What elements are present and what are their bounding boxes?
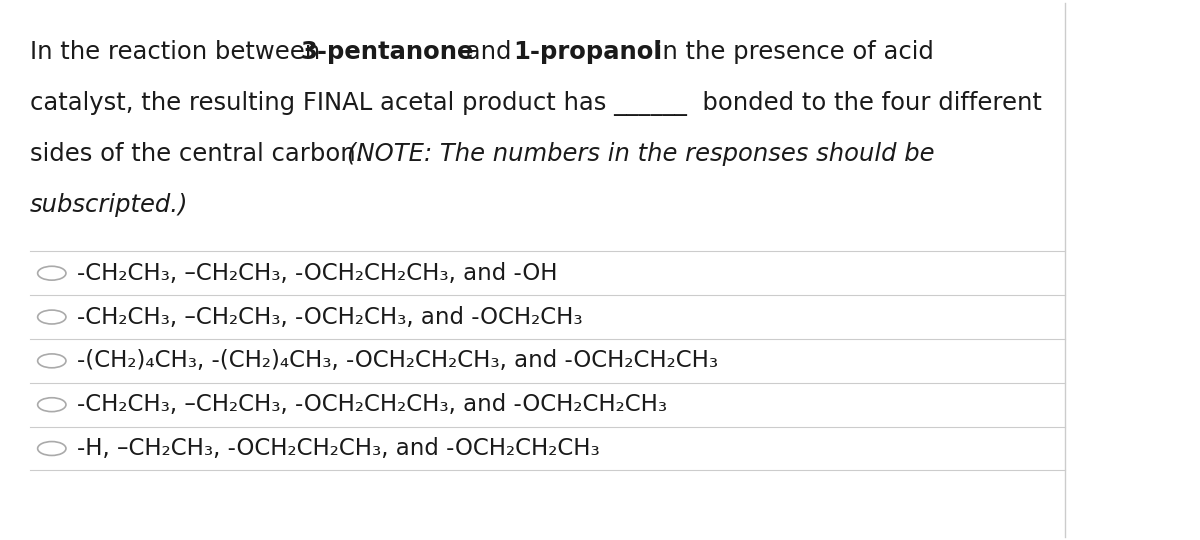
Text: -H, –CH₂CH₃, -OCH₂CH₂CH₃, and -OCH₂CH₂CH₃: -H, –CH₂CH₃, -OCH₂CH₂CH₃, and -OCH₂CH₂CH… (77, 437, 600, 460)
Text: -CH₂CH₃, –CH₂CH₃, -OCH₂CH₂CH₃, and -OCH₂CH₂CH₃: -CH₂CH₃, –CH₂CH₃, -OCH₂CH₂CH₃, and -OCH₂… (77, 393, 667, 416)
Text: 3-pentanone: 3-pentanone (300, 40, 474, 64)
Text: -CH₂CH₃, –CH₂CH₃, -OCH₂CH₃, and -OCH₂CH₃: -CH₂CH₃, –CH₂CH₃, -OCH₂CH₃, and -OCH₂CH₃ (77, 306, 582, 328)
Text: In the reaction between: In the reaction between (30, 40, 328, 64)
Text: -(CH₂)₄CH₃, -(CH₂)₄CH₃, -OCH₂CH₂CH₃, and -OCH₂CH₂CH₃: -(CH₂)₄CH₃, -(CH₂)₄CH₃, -OCH₂CH₂CH₃, and… (77, 349, 718, 373)
Text: -CH₂CH₃, –CH₂CH₃, -OCH₂CH₂CH₃, and -OH: -CH₂CH₃, –CH₂CH₃, -OCH₂CH₂CH₃, and -OH (77, 262, 557, 285)
Text: and: and (457, 40, 520, 64)
Text: catalyst, the resulting FINAL acetal product has ______  bonded to the four diff: catalyst, the resulting FINAL acetal pro… (30, 91, 1042, 116)
Text: subscripted.): subscripted.) (30, 192, 188, 217)
Text: sides of the central carbon.: sides of the central carbon. (30, 141, 379, 166)
Text: (NOTE: The numbers in the responses should be: (NOTE: The numbers in the responses shou… (347, 141, 935, 166)
Text: 1-propanol: 1-propanol (514, 40, 662, 64)
Text: in the presence of acid: in the presence of acid (648, 40, 934, 64)
